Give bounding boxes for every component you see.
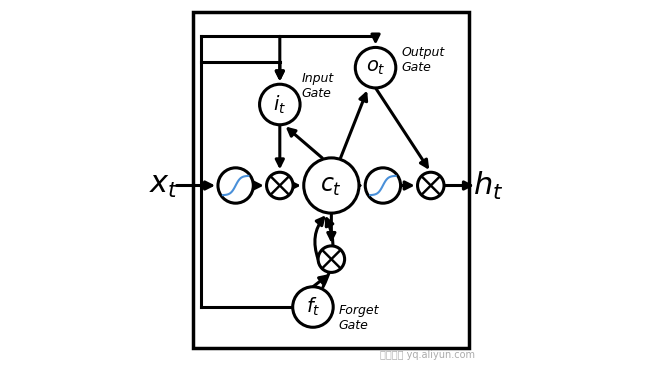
Text: $\mathit{x}_t$: $\mathit{x}_t$ bbox=[149, 171, 179, 200]
Text: $c_t$: $c_t$ bbox=[320, 174, 342, 197]
Circle shape bbox=[304, 158, 359, 213]
Text: Input
Gate: Input Gate bbox=[302, 72, 334, 100]
Circle shape bbox=[355, 47, 396, 88]
Text: $f_t$: $f_t$ bbox=[306, 296, 320, 318]
Circle shape bbox=[318, 246, 345, 272]
Text: Forget
Gate: Forget Gate bbox=[339, 304, 379, 332]
Circle shape bbox=[266, 172, 293, 199]
Text: 云栖社区 yq.aliyun.com: 云栖社区 yq.aliyun.com bbox=[380, 350, 474, 360]
Circle shape bbox=[417, 172, 444, 199]
Text: $\mathit{h}_t$: $\mathit{h}_t$ bbox=[472, 170, 503, 201]
Text: Output
Gate: Output Gate bbox=[401, 46, 445, 74]
Bar bbox=[193, 13, 469, 348]
Text: $i_t$: $i_t$ bbox=[273, 93, 286, 116]
Circle shape bbox=[218, 168, 253, 203]
Text: $o_t$: $o_t$ bbox=[365, 58, 386, 77]
Circle shape bbox=[260, 84, 300, 125]
Circle shape bbox=[365, 168, 400, 203]
Circle shape bbox=[293, 287, 333, 327]
